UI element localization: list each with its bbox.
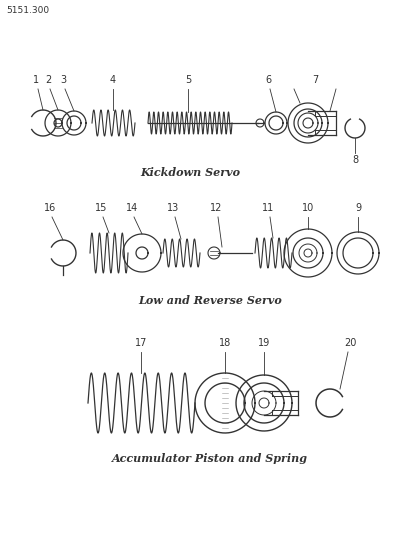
Text: 5: 5	[185, 75, 191, 85]
Text: 13: 13	[167, 203, 179, 213]
Text: 14: 14	[126, 203, 138, 213]
Text: Kickdown Servo: Kickdown Servo	[140, 167, 240, 179]
Text: 17: 17	[135, 338, 147, 348]
Text: 12: 12	[210, 203, 222, 213]
Text: 2: 2	[45, 75, 51, 85]
Text: 6: 6	[265, 75, 271, 85]
Text: 7: 7	[312, 75, 318, 85]
Text: Accumulator Piston and Spring: Accumulator Piston and Spring	[112, 453, 308, 464]
Text: 4: 4	[110, 75, 116, 85]
Text: 9: 9	[355, 203, 361, 213]
Text: 3: 3	[60, 75, 66, 85]
Text: 18: 18	[219, 338, 231, 348]
Text: Low and Reverse Servo: Low and Reverse Servo	[138, 295, 282, 306]
Text: 11: 11	[262, 203, 274, 213]
Text: 16: 16	[44, 203, 56, 213]
Text: 19: 19	[258, 338, 270, 348]
Text: 20: 20	[344, 338, 356, 348]
Text: 15: 15	[95, 203, 107, 213]
Text: 5151.300: 5151.300	[6, 6, 49, 15]
Text: 1: 1	[33, 75, 39, 85]
Text: 10: 10	[302, 203, 314, 213]
Text: 8: 8	[352, 155, 358, 165]
